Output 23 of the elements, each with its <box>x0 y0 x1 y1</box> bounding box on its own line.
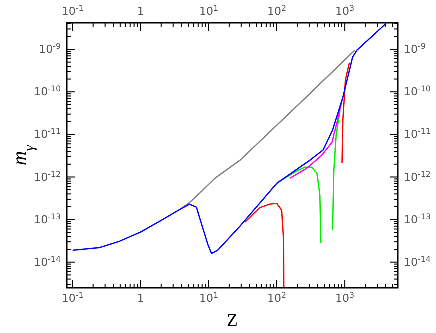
x-tick-label: 10$^{-1}$ <box>62 290 84 305</box>
x-tick-label: 10$^{1}$ <box>199 290 218 305</box>
y-tick-label: 10$^{-14}$ <box>34 254 61 269</box>
text: 10$^{-13}$ <box>404 212 431 226</box>
text: 10$^{-9}$ <box>404 42 426 56</box>
text: 10$^{-12}$ <box>404 169 431 184</box>
text: 10$^{-1}$ <box>62 4 84 18</box>
y-tick-label: 10$^{-9}$ <box>39 42 61 56</box>
text: 10$^{-11}$ <box>404 126 431 142</box>
x-tick-label: 10$^{2}$ <box>267 290 287 305</box>
y-tick-label: 10$^{-11}$ <box>34 126 61 142</box>
text: 10$^{2}$ <box>267 4 287 18</box>
text: 10$^{-14}$ <box>404 254 431 269</box>
x-tick-label: 10$^{3}$ <box>336 290 355 305</box>
x-tick-label: 1 <box>137 292 144 305</box>
text: 10$^{1}$ <box>199 4 218 18</box>
x-axis-title: Z <box>227 310 238 330</box>
text: 1 <box>137 5 144 18</box>
y-tick-label: 10$^{-13}$ <box>34 212 61 226</box>
y-tick-label: 10$^{-12}$ <box>34 169 61 184</box>
text: 10$^{3}$ <box>336 4 355 18</box>
y-tick-label: 10$^{-10}$ <box>34 84 61 99</box>
text: 10$^{-10}$ <box>404 84 431 99</box>
